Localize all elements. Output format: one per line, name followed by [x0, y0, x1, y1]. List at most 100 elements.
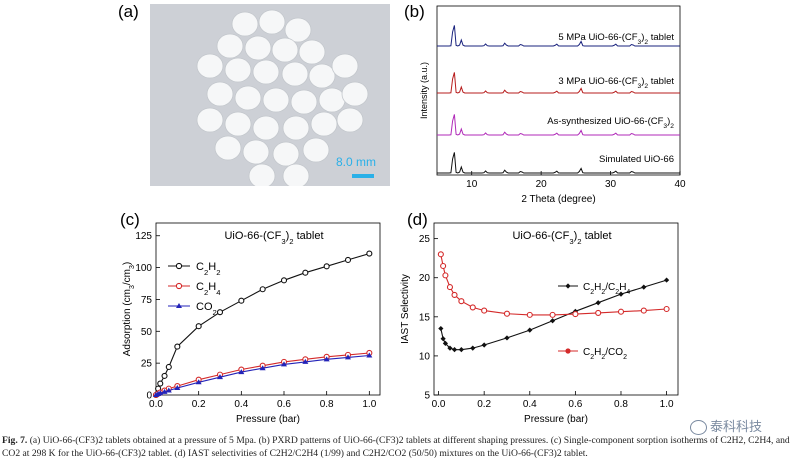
watermark: 泰科科技	[689, 416, 762, 436]
data-point	[174, 384, 181, 390]
data-point	[458, 347, 464, 353]
tablet	[282, 115, 310, 141]
panel-c-label: (c)	[120, 210, 140, 229]
data-point	[438, 325, 444, 332]
x-tick-label: 0.4	[234, 399, 248, 410]
tablet	[252, 59, 280, 85]
data-point	[157, 380, 164, 387]
data-point	[481, 342, 487, 348]
data-point	[451, 347, 458, 353]
x-tick-label: 0.6	[568, 399, 582, 410]
plot-frame	[436, 5, 681, 176]
data-point	[161, 372, 168, 379]
data-point	[617, 308, 625, 315]
data-point	[259, 286, 266, 293]
y-tick-label: 125	[135, 231, 152, 242]
pxrd-trace	[437, 152, 680, 174]
series-line	[440, 254, 667, 316]
y-tick-label: 5	[424, 391, 430, 402]
data-point	[504, 335, 510, 341]
tablet	[244, 35, 272, 61]
y-tick-label: 20	[419, 273, 431, 284]
tablet	[206, 81, 234, 107]
data-point	[165, 387, 172, 393]
pxrd-series-label: 3 MPa UiO-66-(CF3)2 tablet	[558, 76, 674, 90]
tablet	[272, 141, 300, 167]
tablet	[308, 63, 336, 89]
legend-label: C2H2/C2H4	[583, 282, 630, 296]
chart-title: UiO-66-(CF3)2 tablet	[224, 230, 323, 246]
x-tick-label: 1.0	[660, 399, 674, 410]
data-point	[663, 277, 670, 283]
data-point	[641, 284, 647, 290]
data-point	[481, 307, 488, 314]
x-tick-label: 0.8	[320, 399, 334, 410]
data-point	[302, 358, 309, 364]
data-point	[217, 374, 223, 380]
data-point	[469, 304, 476, 311]
scale-bar-label: 8.0 mm	[336, 155, 377, 169]
legend-label: C2H2	[196, 261, 220, 277]
figure-caption: Fig. 7. (a) UiO-66-(CF3)2 tablets obtain…	[2, 434, 798, 460]
y-tick-label: 0	[146, 391, 152, 402]
x-tick-label: 0.2	[477, 399, 491, 410]
data-point	[503, 310, 511, 317]
pxrd-series-label: 5 MPa UiO-66-(CF3)2 tablet	[558, 32, 674, 46]
tablet	[248, 163, 276, 186]
y-tick-label: 50	[141, 327, 153, 338]
data-point	[572, 311, 579, 318]
legend-label: C2H2/CO2	[583, 347, 627, 361]
series-line	[440, 279, 667, 351]
legend-marker	[565, 283, 571, 289]
y-axis-label: Adsorption (cm3/cm3)	[122, 262, 136, 357]
data-point	[157, 390, 164, 396]
tablet	[318, 87, 346, 113]
data-point	[663, 305, 670, 313]
y-tick-label: 15	[419, 312, 431, 323]
tablet-photo: 8.0 mm	[150, 4, 390, 186]
y-tick-label: 25	[419, 234, 431, 245]
data-point	[280, 277, 288, 284]
sorption-isotherm-chart: 0.0 0.2 0.4 0.6 0.8 1.0 0 25 50 75 100 125 Pressure …	[122, 222, 381, 425]
tablet	[196, 53, 224, 79]
data-point	[458, 298, 465, 305]
y-tick-label: 75	[141, 295, 153, 306]
series-line	[155, 352, 370, 396]
plot-frame	[433, 222, 679, 396]
legend-marker	[175, 262, 183, 270]
data-point	[527, 327, 533, 333]
data-point	[344, 256, 352, 263]
tablet	[252, 115, 280, 141]
data-point	[161, 388, 168, 394]
tablet	[242, 139, 270, 165]
legend-label: CO2	[196, 301, 217, 317]
y-tick-label: 10	[419, 351, 431, 362]
tablet	[336, 107, 364, 133]
x-tick-label: 10	[466, 179, 478, 190]
chart-title: UiO-66-(CF3)2 tablet	[512, 230, 611, 246]
tablet	[262, 87, 290, 113]
pxrd-trace	[437, 25, 680, 47]
x-tick-label: 40	[674, 179, 686, 190]
tablet	[224, 57, 252, 83]
data-point	[323, 263, 330, 270]
data-point	[259, 365, 266, 371]
legend-label: C2H4	[196, 281, 221, 297]
watermark-text: 泰科科技	[709, 419, 762, 434]
series-line	[155, 354, 370, 396]
x-tick-label: 0.6	[277, 399, 291, 410]
iast-selectivity-chart: 0.0 0.2 0.4 0.6 0.8 1.0 5 10 15 20 25 Pressure (bar…	[400, 222, 679, 425]
tablet	[290, 89, 318, 115]
tablet	[196, 107, 224, 133]
data-point	[446, 284, 454, 291]
y-tick-label: 25	[141, 359, 153, 370]
x-tick-label: 20	[536, 179, 548, 190]
y-tick-label: 100	[135, 263, 152, 274]
y-axis-label: IAST Selectivity	[400, 274, 411, 344]
tablet	[281, 61, 309, 87]
data-point	[281, 361, 287, 367]
tablet	[298, 39, 326, 65]
figure-number: Fig. 7.	[2, 435, 28, 446]
data-point	[238, 297, 245, 304]
tablet	[216, 33, 244, 59]
